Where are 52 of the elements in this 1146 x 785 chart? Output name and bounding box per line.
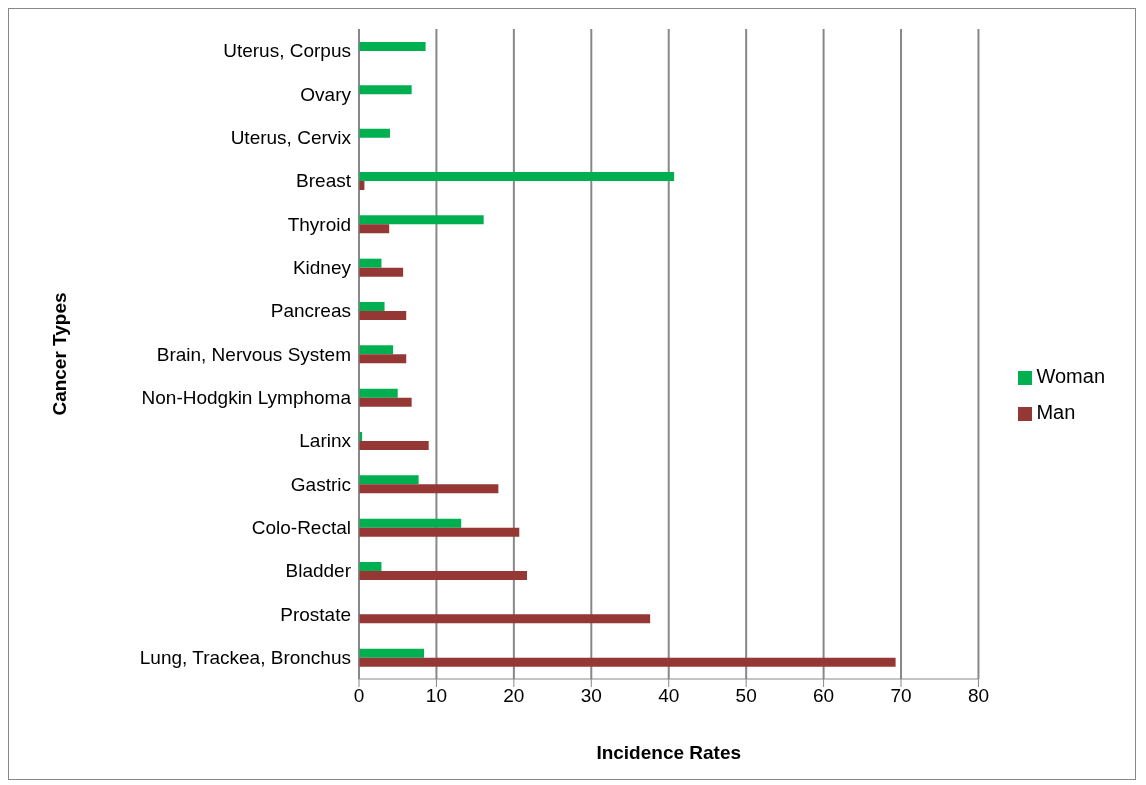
bar <box>359 562 382 571</box>
bar <box>359 518 462 528</box>
y-tick-label: Uterus, Cervix <box>230 127 352 149</box>
x-tick-label: 80 <box>967 685 990 707</box>
y-axis-title: Cancer Types <box>48 292 70 416</box>
bar <box>359 215 484 225</box>
y-tick-label: Thyroid <box>287 213 351 235</box>
bar <box>359 128 390 138</box>
x-axis-title: Incidence Rates <box>596 742 742 763</box>
x-tick-label: 20 <box>503 685 525 707</box>
bar <box>359 354 407 364</box>
y-tick-label: Ovary <box>300 83 352 105</box>
x-tick-label: 50 <box>735 685 757 707</box>
bar <box>359 657 896 667</box>
bar <box>359 388 398 398</box>
x-tick-label: 60 <box>813 685 835 707</box>
bar <box>359 484 499 494</box>
bar <box>359 397 412 407</box>
bar <box>359 258 382 268</box>
bar <box>359 648 425 658</box>
y-tick-label: Kidney <box>292 257 352 279</box>
y-tick-label: Larinx <box>299 430 352 452</box>
y-tick-label: Colo-Rectal <box>251 517 351 539</box>
bar <box>359 302 385 311</box>
x-tick-label: 70 <box>890 685 912 707</box>
x-tick-label: 30 <box>580 685 602 707</box>
y-tick-label: Brain, Nervous System <box>156 343 351 365</box>
bar <box>359 267 404 277</box>
bar <box>359 345 394 355</box>
y-tick-label: Prostate <box>280 603 351 625</box>
y-tick-label: Pancreas <box>270 300 351 322</box>
y-tick-label: Uterus, Corpus <box>223 40 351 62</box>
bar <box>359 224 390 234</box>
x-tick-label: 40 <box>658 685 680 707</box>
legend-label: Woman <box>1036 365 1105 387</box>
bar <box>359 571 528 580</box>
x-tick-label: 10 <box>425 685 447 707</box>
legend-label: Man <box>1036 401 1076 423</box>
bar <box>359 441 429 450</box>
bar <box>359 527 520 537</box>
bar <box>359 311 407 320</box>
bar <box>359 172 675 181</box>
y-tick-label: Non-Hodgkin Lymphoma <box>141 387 352 409</box>
y-tick-label: Breast <box>296 170 352 192</box>
y-tick-label: Gastric <box>290 473 351 495</box>
bar <box>359 475 419 485</box>
bar <box>359 85 412 95</box>
bar <box>359 42 426 51</box>
y-tick-label: Lung, Trackea, Bronchus <box>139 647 351 669</box>
y-tick-label: Bladder <box>285 560 352 582</box>
bar <box>359 614 651 624</box>
x-tick-label: 0 <box>353 685 365 707</box>
